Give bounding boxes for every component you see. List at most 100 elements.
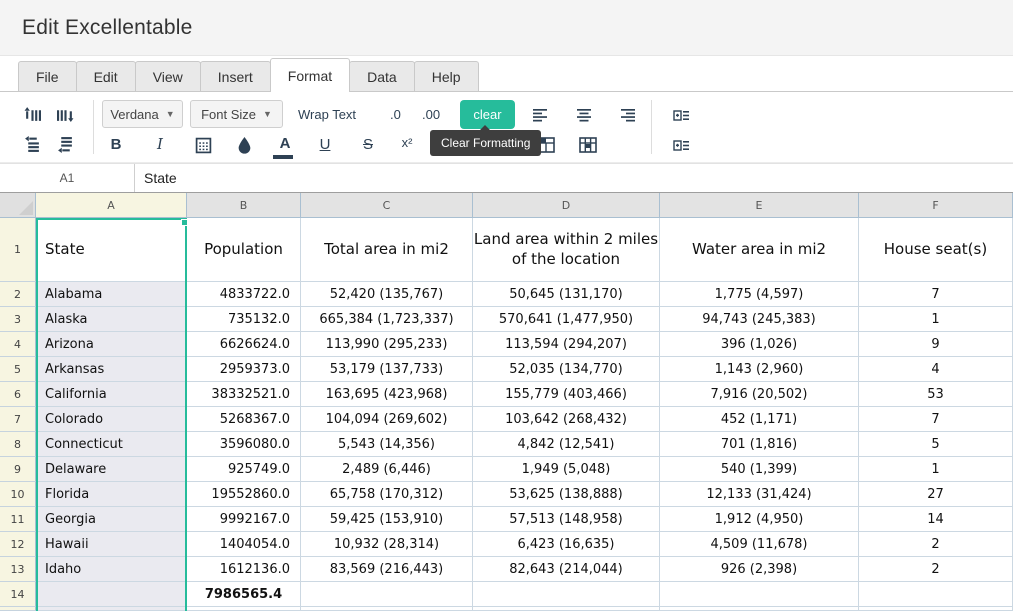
superscript-button[interactable]: x²	[401, 134, 413, 150]
column-header-c[interactable]: C	[301, 193, 473, 218]
cell[interactable]: 5,543 (14,356)	[301, 432, 473, 457]
cell[interactable]	[660, 607, 859, 611]
bold-button[interactable]: B	[110, 135, 122, 153]
cell[interactable]: 113,594 (294,207)	[473, 332, 660, 357]
cell[interactable]: 155,779 (403,466)	[473, 382, 660, 407]
row-header-14[interactable]: 14	[0, 582, 36, 607]
underline-button[interactable]: U	[319, 135, 331, 153]
cell-reference-box[interactable]: A1	[0, 164, 135, 192]
cell[interactable]: 570,641 (1,477,950)	[473, 307, 660, 332]
cell[interactable]	[301, 607, 473, 611]
cell[interactable]: 4,509 (11,678)	[660, 532, 859, 557]
cell[interactable]: 735132.0	[187, 307, 301, 332]
cell[interactable]: 6,423 (16,635)	[473, 532, 660, 557]
insert-row-above-button[interactable]	[22, 134, 42, 154]
formula-input[interactable]: State	[144, 170, 177, 186]
header-cell[interactable]: Water area in mi2	[660, 218, 859, 282]
tab-help[interactable]: Help	[413, 61, 479, 91]
cell[interactable]: 57,513 (148,958)	[473, 507, 660, 532]
row-header-9[interactable]: 9	[0, 457, 36, 482]
cell[interactable]: 53,625 (138,888)	[473, 482, 660, 507]
cell[interactable]: 3596080.0	[187, 432, 301, 457]
cell[interactable]	[36, 582, 187, 607]
cell[interactable]: 5	[859, 432, 1013, 457]
cell[interactable]: 1	[859, 457, 1013, 482]
row-header-6[interactable]: 6	[0, 382, 36, 407]
row-header-5[interactable]: 5	[0, 357, 36, 382]
align-center-button[interactable]	[575, 105, 595, 125]
column-header-d[interactable]: D	[473, 193, 660, 218]
cell[interactable]: 7	[859, 407, 1013, 432]
borders-button[interactable]	[193, 135, 213, 155]
text-color-button[interactable]: A	[273, 134, 294, 159]
cell[interactable]: 1,949 (5,048)	[473, 457, 660, 482]
cell[interactable]: 103,642 (268,432)	[473, 407, 660, 432]
cell[interactable]: 7	[859, 282, 1013, 307]
column-header-b[interactable]: B	[187, 193, 301, 218]
strikethrough-button[interactable]: S	[362, 135, 373, 153]
cell[interactable]: 59,425 (153,910)	[301, 507, 473, 532]
cell[interactable]	[473, 582, 660, 607]
header-cell[interactable]: Land area within 2 miles of the location	[473, 218, 660, 282]
column-header-f[interactable]: F	[859, 193, 1013, 218]
cell[interactable]: 65,758 (170,312)	[301, 482, 473, 507]
wrap-text-button[interactable]: Wrap Text	[298, 106, 357, 122]
cell[interactable]: 53,179 (137,733)	[301, 357, 473, 382]
font-family-dropdown[interactable]: Verdana ▼	[102, 100, 183, 128]
italic-button[interactable]: I	[157, 135, 163, 153]
cell[interactable]: 163,695 (423,968)	[301, 382, 473, 407]
cell[interactable]: 1,143 (2,960)	[660, 357, 859, 382]
cell[interactable]: 2959373.0	[187, 357, 301, 382]
column-header-a[interactable]: A	[36, 193, 187, 218]
tab-data[interactable]: Data	[349, 61, 415, 91]
unmerge-cells-button[interactable]	[578, 135, 598, 155]
row-header-11[interactable]: 11	[0, 507, 36, 532]
cell[interactable]: Arizona	[36, 332, 187, 357]
fill-color-button[interactable]	[234, 135, 254, 155]
cell[interactable]: 12,133 (31,424)	[660, 482, 859, 507]
cell[interactable]	[859, 582, 1013, 607]
cell[interactable]: 38332521.0	[187, 382, 301, 407]
cell[interactable]: 52,420 (135,767)	[301, 282, 473, 307]
cell[interactable]	[187, 607, 301, 611]
column-header-e[interactable]: E	[660, 193, 859, 218]
cell[interactable]: 14	[859, 507, 1013, 532]
cell[interactable]: 27	[859, 482, 1013, 507]
cell[interactable]: Alaska	[36, 307, 187, 332]
cell[interactable]: 452 (1,171)	[660, 407, 859, 432]
row-header-13[interactable]: 13	[0, 557, 36, 582]
cell[interactable]: 19552860.0	[187, 482, 301, 507]
cell[interactable]: 52,035 (134,770)	[473, 357, 660, 382]
cell[interactable]: 925749.0	[187, 457, 301, 482]
header-cell[interactable]: Population	[187, 218, 301, 282]
tab-format[interactable]: Format	[269, 58, 351, 92]
tab-file[interactable]: File	[18, 61, 77, 91]
cell[interactable]: 6626624.0	[187, 332, 301, 357]
cell[interactable]: 4	[859, 357, 1013, 382]
cell[interactable]: Georgia	[36, 507, 187, 532]
cell[interactable]: 94,743 (245,383)	[660, 307, 859, 332]
cell[interactable]: Delaware	[36, 457, 187, 482]
cell[interactable]: 113,990 (295,233)	[301, 332, 473, 357]
cell[interactable]: Florida	[36, 482, 187, 507]
cell[interactable]	[36, 607, 187, 611]
cell[interactable]: 1404054.0	[187, 532, 301, 557]
insert-column-left-button[interactable]	[22, 104, 42, 124]
row-header-4[interactable]: 4	[0, 332, 36, 357]
cell[interactable]: Colorado	[36, 407, 187, 432]
cell[interactable]: 10,932 (28,314)	[301, 532, 473, 557]
indent-increase-button[interactable]	[671, 105, 691, 125]
cell[interactable]: 2	[859, 557, 1013, 582]
row-header-7[interactable]: 7	[0, 407, 36, 432]
cell[interactable]: 83,569 (216,443)	[301, 557, 473, 582]
header-cell[interactable]: Total area in mi2	[301, 218, 473, 282]
cell[interactable]: 2	[859, 532, 1013, 557]
cell[interactable]	[859, 607, 1013, 611]
clear-formatting-button[interactable]: clear	[460, 100, 515, 129]
row-header-10[interactable]: 10	[0, 482, 36, 507]
select-all-corner[interactable]	[0, 193, 36, 218]
fill-handle[interactable]	[181, 219, 188, 226]
cell[interactable]: 665,384 (1,723,337)	[301, 307, 473, 332]
cell[interactable]	[473, 607, 660, 611]
cell[interactable]: 5268367.0	[187, 407, 301, 432]
